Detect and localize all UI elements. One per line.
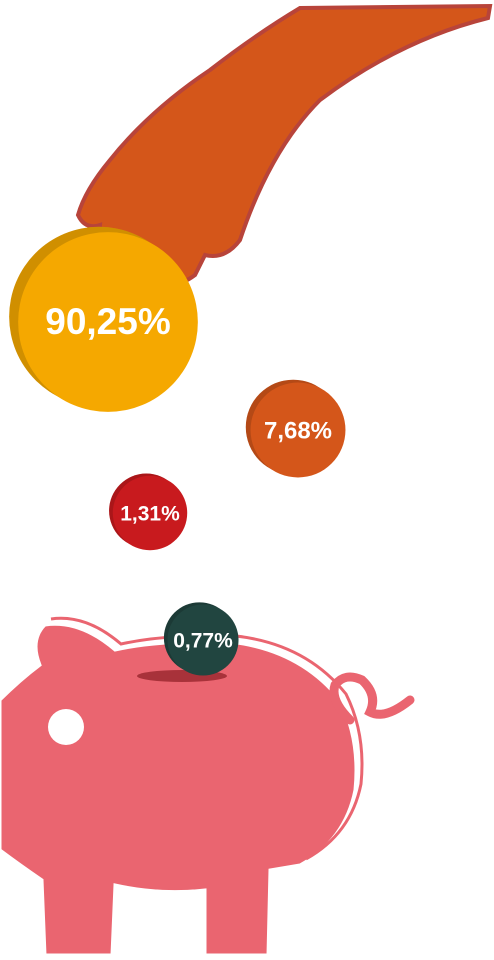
coin: 1,31%	[109, 473, 188, 551]
coin-label: 0,77%	[173, 630, 233, 653]
coin-label: 1,31%	[120, 503, 180, 526]
coin-label: 7,68%	[264, 417, 332, 444]
coin-face	[250, 382, 346, 478]
coin-face	[167, 604, 239, 676]
pig-outline	[50, 616, 364, 861]
coin-face	[18, 232, 198, 412]
pig-eye	[48, 709, 84, 745]
coin: 7,68%	[245, 379, 346, 478]
coins: 90,25% 7,68% 1,31% 0,77%	[9, 226, 346, 676]
pig-tail	[329, 672, 415, 725]
coin: 0,77%	[163, 602, 239, 676]
coin-label: 90,25%	[45, 301, 171, 342]
coin-face	[112, 475, 188, 551]
coin: 90,25%	[9, 226, 198, 412]
